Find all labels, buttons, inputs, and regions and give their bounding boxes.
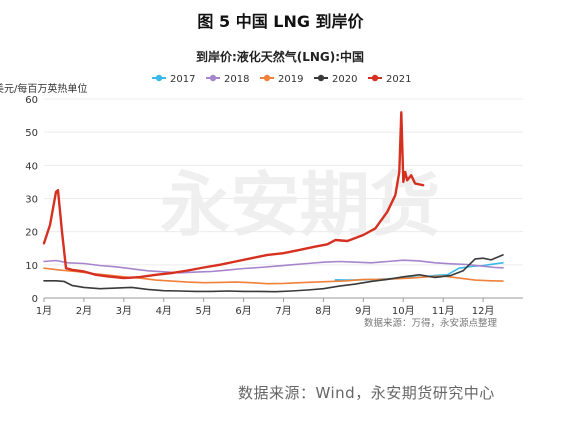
x-tick-label: 7月 [275,305,291,317]
grid [44,98,523,299]
chart-title: 到岸价:液化天然气(LNG):中国 [196,49,364,64]
legend-label-2021: 2021 [386,74,411,85]
x-tick-label: 1月 [36,305,52,317]
x-tick-label: 11月 [432,305,455,317]
x-tick-label: 8月 [315,305,331,317]
x-tick-label: 10月 [392,305,415,317]
chart-container: 到岸价:液化天然气(LNG):中国 2017 2018 2019 2020 2021 美… [0,34,561,344]
series-line-2020 [43,254,504,293]
legend-swatch-marker [155,74,163,82]
chart-source-note: 数据来源：万得，永安源点整理 [364,317,498,329]
x-tick-label: 2月 [76,305,92,317]
watermark-text: 永安期货 [160,164,440,246]
watermark-logo: 永安期货 [160,164,440,246]
figure-source: 数据来源：Wind，永安期货研究中心 [238,384,495,402]
y-tick-label: 40 [25,161,38,172]
x-tick-label: 6月 [235,305,251,317]
y-tick-label: 10 [25,261,38,272]
x-tick-label: 5月 [195,305,211,317]
legend-label-2019: 2019 [278,74,303,85]
y-axis-label: 美元/每百万英热单位 [0,82,87,95]
x-tick-label: 9月 [355,305,371,317]
y-tick-label: 0 [32,294,38,305]
y-tick-label: 30 [25,195,38,206]
legend-label-2018: 2018 [224,74,249,85]
y-tick-label: 50 [25,128,38,139]
legend-label-2017: 2017 [170,74,195,85]
figure-title: 图 5 中国 LNG 到岸价 [197,12,364,31]
x-tick-label: 3月 [116,305,132,317]
x-tick-label: 12月 [472,305,495,317]
legend-swatch-marker [317,74,325,82]
series-line-2021 [42,111,425,280]
series-line-2018 [43,259,504,274]
legend: 2017 2018 2019 2020 2021 [152,74,411,85]
y-tick-label: 20 [25,228,38,239]
legend-swatch-marker [209,74,217,82]
legend-swatch-marker [263,74,271,82]
series-group [42,111,504,293]
axes: 0 10 20 30 40 50 60 1月 2月 3月 4月 5月 6月 7月 8月 9月 10月 11月 12月 [25,95,494,317]
y-tick-label: 60 [25,95,38,106]
legend-swatch-marker [371,74,379,82]
lng-price-chart: 到岸价:液化天然气(LNG):中国 2017 2018 2019 2020 2021 美… [0,49,523,329]
x-tick-label: 4月 [156,305,172,317]
legend-label-2020: 2020 [332,74,357,85]
